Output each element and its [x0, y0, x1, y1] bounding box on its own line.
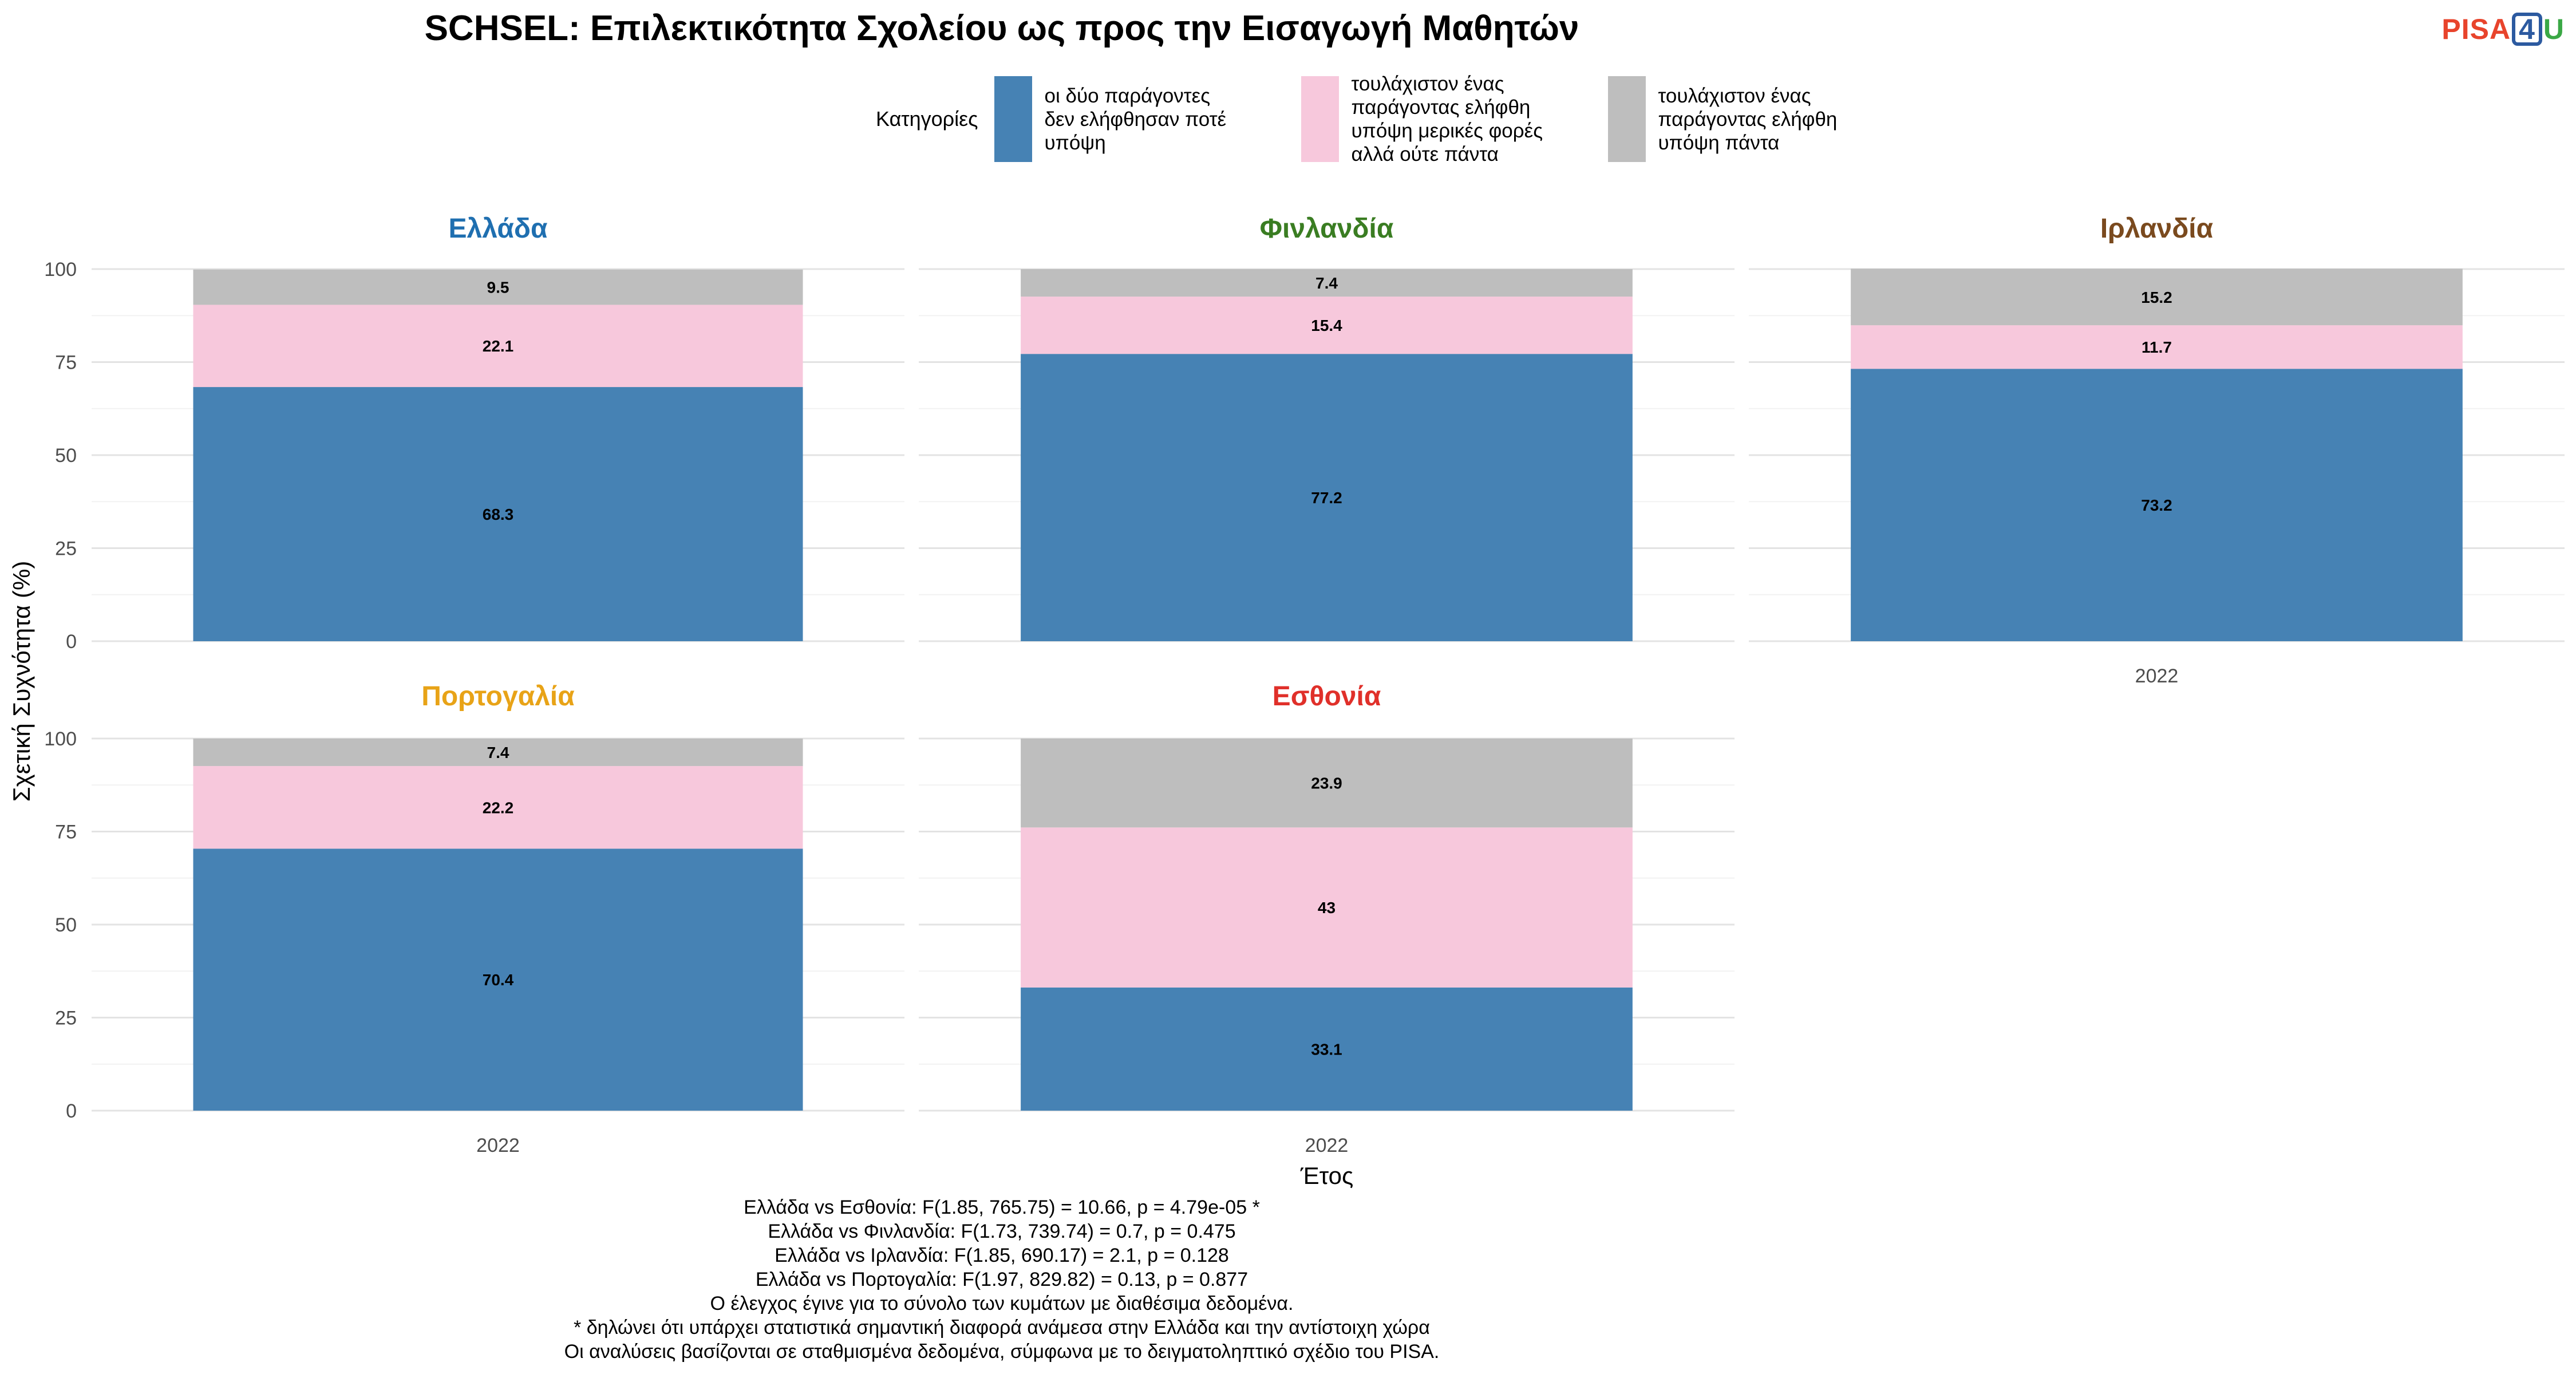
- note-line: Ελλάδα vs Φινλανδία: F(1.73, 739.74) = 0…: [768, 1221, 1236, 1242]
- y-tick-label: 25: [55, 538, 77, 560]
- chart-title: SCHSEL: Επιλεκτικότητα Σχολείου ως προς …: [424, 9, 1579, 48]
- bar-value-label: 11.7: [2142, 338, 2172, 356]
- legend-swatch-sometimes: [1301, 76, 1339, 162]
- bar-segment: [193, 766, 803, 849]
- bar-segment: [193, 387, 803, 641]
- bar-segment: [1021, 297, 1633, 354]
- x-axis-title: Έτος: [1300, 1162, 1354, 1189]
- y-tick-label: 75: [55, 352, 77, 374]
- bar-segment: [193, 739, 803, 767]
- x-tick-label: 2022: [476, 1135, 520, 1156]
- bar-segment: [1021, 739, 1633, 828]
- faceted-stacked-bar-chart: Ελλάδα 0 25 50 75 100 68.3 22.1 9.5 Φινλανδία 77.2…: [8, 214, 2565, 1189]
- y-tick-label: 100: [44, 259, 77, 281]
- bar-segment: [1021, 827, 1633, 988]
- bar-value-label: 15.4: [1311, 317, 1342, 334]
- legend-swatch-never: [994, 76, 1032, 162]
- bar-segment: [193, 305, 803, 388]
- bar-segment: [1021, 354, 1633, 641]
- legend-title: Κατηγορίες: [876, 107, 978, 131]
- y-tick-label: 100: [44, 728, 77, 750]
- y-tick-label: 25: [55, 1008, 77, 1029]
- pisa4u-logo: PISA 4 U: [2441, 13, 2565, 46]
- bar-value-label: 22.2: [483, 799, 514, 816]
- facet-title: Ελλάδα: [449, 214, 548, 244]
- legend-item-always: τουλάχιστον ένας παράγοντας ελήφθη υπόψη…: [1607, 76, 1899, 162]
- bar-segment: [193, 848, 803, 1111]
- chart-legend: Κατηγορίες οι δύο παράγοντες δεν ελήφθησ…: [876, 73, 1915, 165]
- y-tick-label: 50: [55, 914, 77, 936]
- logo-text-4: 4: [2512, 13, 2542, 46]
- bar-segment: [1851, 369, 2463, 641]
- bar-value-label: 22.1: [483, 337, 514, 355]
- y-tick-label: 0: [66, 631, 77, 653]
- note-line: Ελλάδα vs Εσθονία: F(1.85, 765.75) = 10.…: [744, 1197, 1260, 1218]
- statistical-notes: Ελλάδα vs Εσθονία: F(1.85, 765.75) = 10.…: [0, 1195, 2004, 1364]
- bar-segment: [1851, 269, 2463, 326]
- note-line: Ελλάδα vs Ιρλανδία: F(1.85, 690.17) = 2.…: [775, 1245, 1229, 1266]
- legend-label-always: τουλάχιστον ένας παράγοντας ελήφθη υπόψη…: [1658, 84, 1838, 154]
- bar-value-label: 77.2: [1311, 489, 1342, 507]
- x-tick-label: 2022: [1305, 1135, 1349, 1156]
- bar-segment: [1021, 269, 1633, 297]
- bar-value-label: 43: [1318, 899, 1336, 917]
- bar-value-label: 33.1: [1311, 1040, 1342, 1058]
- facet-title: Φινλανδία: [1260, 214, 1394, 244]
- bar-value-label: 68.3: [483, 506, 514, 523]
- facet-title: Ιρλανδία: [2100, 214, 2214, 244]
- bar-value-label: 73.2: [2141, 496, 2172, 514]
- x-tick-label: 2022: [2135, 665, 2179, 687]
- y-axis-title: Σχετική Συχνότητα (%): [8, 561, 35, 802]
- note-line: Οι αναλύσεις βασίζονται σε σταθμισμένα δ…: [564, 1341, 1440, 1363]
- logo-text-u: U: [2543, 13, 2565, 45]
- bar-value-label: 23.9: [1311, 775, 1342, 792]
- bar-segment: [1021, 987, 1633, 1111]
- bar-value-label: 7.4: [1315, 274, 1338, 292]
- bar-segment: [193, 269, 803, 305]
- legend-item-never: οι δύο παράγοντες δεν ελήφθησαν ποτέ υπό…: [994, 76, 1285, 162]
- y-tick-label: 75: [55, 822, 77, 843]
- legend-item-sometimes: τουλάχιστον ένας παράγοντας ελήφθη υπόψη…: [1301, 72, 1592, 166]
- note-line: Ο έλεγχος έγινε για το σύνολο των κυμάτω…: [710, 1293, 1294, 1314]
- logo-text-pisa: PISA: [2441, 13, 2511, 45]
- legend-swatch-always: [1607, 76, 1646, 162]
- y-tick-label: 0: [66, 1100, 77, 1122]
- note-line: * δηλώνει ότι υπάρχει στατιστικά σημαντι…: [574, 1317, 1430, 1339]
- bar-value-label: 9.5: [487, 279, 509, 297]
- bar-value-label: 70.4: [483, 971, 514, 989]
- note-line: Ελλάδα vs Πορτογαλία: F(1.97, 829.82) = …: [755, 1269, 1249, 1290]
- legend-label-never: οι δύο παράγοντες δεν ελήφθησαν ποτέ υπό…: [1044, 84, 1227, 154]
- bar-segment: [1851, 325, 2463, 369]
- legend-label-sometimes: τουλάχιστον ένας παράγοντας ελήφθη υπόψη…: [1351, 73, 1543, 165]
- facet-title: Εσθονία: [1273, 681, 1381, 712]
- facet-title: Πορτογαλία: [421, 681, 575, 712]
- bar-value-label: 7.4: [487, 744, 509, 761]
- bar-value-label: 15.2: [2141, 289, 2172, 306]
- y-tick-label: 50: [55, 445, 77, 467]
